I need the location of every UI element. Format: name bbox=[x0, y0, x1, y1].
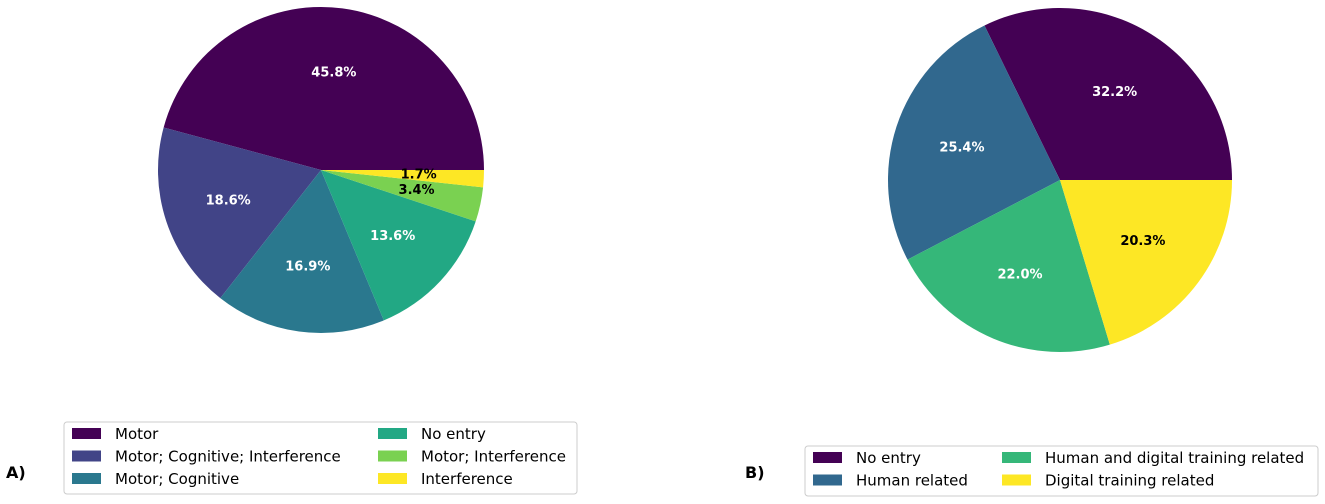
pie-a-label-5: 1.7% bbox=[401, 168, 437, 183]
pie-a-label-2: 16.9% bbox=[285, 259, 330, 274]
pie-a-slice-2 bbox=[220, 170, 384, 334]
legend-a-label-1: Motor; Cognitive; Interference bbox=[115, 448, 341, 466]
legend-b-items: No entry Human related Human and digital t… bbox=[813, 449, 1304, 490]
legend-a-label-2: Motor; Cognitive bbox=[115, 470, 239, 488]
pie-a-label-1: 18.6% bbox=[206, 193, 251, 208]
pie-a-label-0: 45.8% bbox=[311, 66, 356, 81]
legend-a-frame bbox=[63, 421, 578, 495]
legend-b-label-2: Human and digital training related bbox=[1045, 449, 1304, 467]
pie-a-slice-1 bbox=[157, 127, 321, 299]
pie-a-label-3: 13.6% bbox=[370, 229, 415, 244]
legend-a-label-4: Motor; Interference bbox=[421, 448, 566, 466]
legend-b-swatch-0 bbox=[813, 452, 842, 463]
legend-b-frame bbox=[804, 445, 1319, 497]
legend-a-swatch-5 bbox=[378, 473, 407, 484]
panel-label-b: B) bbox=[745, 463, 765, 482]
pie-b-label-0: 32.2% bbox=[1092, 85, 1137, 100]
pie-chart-a: 45.8% 18.6% 16.9% 13.6% 3.4%1.7% bbox=[157, 7, 484, 334]
pie-a-label-4: 3.4% bbox=[399, 183, 435, 198]
pie-a-slice-3 bbox=[321, 170, 476, 321]
legend-a-swatch-1 bbox=[72, 450, 101, 462]
legend-b-swatch-3 bbox=[1002, 474, 1031, 486]
legend-a-label-3: No entry bbox=[421, 425, 486, 443]
pie-b-label-2: 22.0% bbox=[997, 268, 1042, 283]
legend-a-swatch-0 bbox=[72, 428, 101, 439]
legend-a: Motor Motor; Cognitive; Interference Motor… bbox=[63, 421, 578, 495]
legend-a-swatch-2 bbox=[72, 473, 101, 484]
pie-b-label-3: 20.3% bbox=[1120, 234, 1165, 249]
legend-a-swatch-4 bbox=[378, 450, 407, 462]
pie-b-slice-1 bbox=[888, 25, 1060, 260]
legend-b-label-3: Digital training related bbox=[1045, 472, 1214, 490]
legend-b: No entry Human related Human and digital t… bbox=[804, 445, 1319, 497]
pie-a-slice-4 bbox=[321, 170, 484, 222]
panel-label-a: A) bbox=[6, 463, 26, 482]
pie-a-slice-0 bbox=[163, 7, 484, 171]
legend-b-label-0: No entry bbox=[856, 449, 921, 467]
legend-a-label-0: Motor bbox=[115, 425, 159, 443]
pie-b-label-1: 25.4% bbox=[939, 140, 984, 155]
pie-a-slice-5 bbox=[321, 170, 484, 188]
legend-b-swatch-2 bbox=[1002, 452, 1031, 463]
legend-a-swatch-3 bbox=[378, 428, 407, 439]
legend-a-label-5: Interference bbox=[421, 470, 513, 488]
legend-a-items: Motor Motor; Cognitive; Interference Motor… bbox=[72, 425, 566, 488]
pie-b-slice-3 bbox=[1060, 180, 1232, 345]
pie-b-slice-2 bbox=[907, 180, 1110, 352]
pie-chart-b: 32.2% 25.4% 22.0% 20.3% bbox=[888, 7, 1232, 352]
legend-b-label-1: Human related bbox=[856, 472, 968, 490]
pie-b-slice-0 bbox=[984, 7, 1232, 181]
legend-b-swatch-1 bbox=[813, 474, 842, 486]
